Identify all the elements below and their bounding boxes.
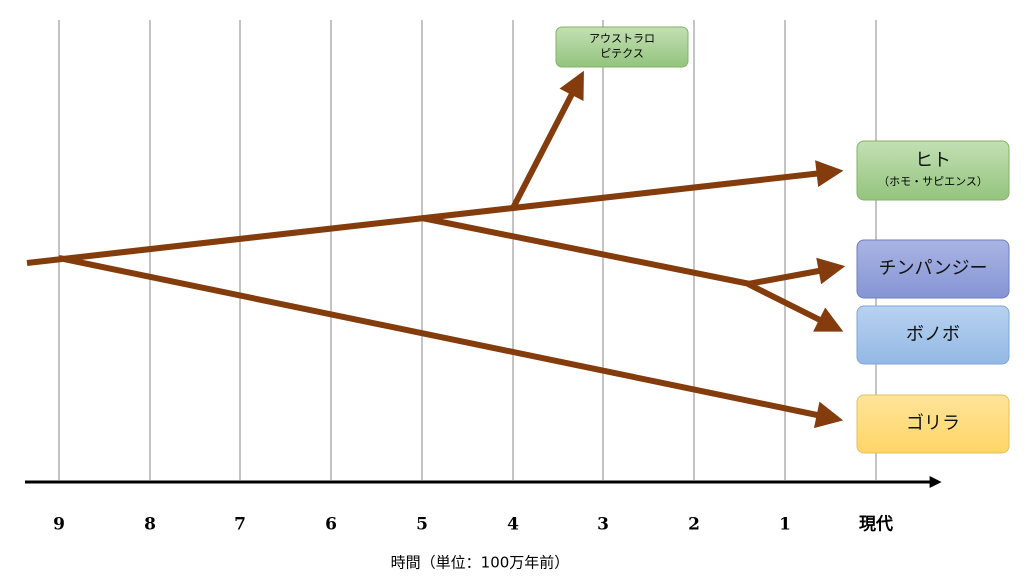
node-label: ピテクス bbox=[600, 47, 644, 60]
tick-label: 現代 bbox=[859, 514, 893, 535]
node-label: ヒト bbox=[915, 150, 951, 171]
node-box bbox=[856, 140, 1010, 201]
node-gorilla: ゴリラ bbox=[856, 394, 1010, 454]
tick-label: 8 bbox=[144, 515, 156, 535]
node-australopithecus: アウストラロ ピテクス bbox=[555, 26, 689, 68]
node-label: アウストラロ bbox=[589, 32, 655, 45]
node-human: ヒト （ホモ・サピエンス） bbox=[856, 140, 1010, 201]
time-grid bbox=[58, 20, 877, 480]
branch-pan bbox=[421, 215, 751, 287]
tick-label: 4 bbox=[507, 515, 519, 535]
node-box bbox=[856, 305, 1010, 365]
tick-label: 1 bbox=[779, 515, 791, 535]
tick-label: 7 bbox=[234, 515, 246, 535]
node-label: チンパンジー bbox=[879, 258, 988, 279]
node-sublabel: （ホモ・サピエンス） bbox=[878, 175, 988, 188]
branch-australopithecus bbox=[510, 70, 584, 210]
tick-label: 6 bbox=[325, 515, 337, 535]
node-box bbox=[555, 26, 689, 68]
node-box bbox=[856, 394, 1010, 454]
tick-label: 3 bbox=[597, 515, 609, 535]
node-box bbox=[856, 239, 1010, 299]
node-bonobo: ボノボ bbox=[856, 305, 1010, 365]
tick-label: 5 bbox=[416, 515, 428, 535]
node-label: ボノボ bbox=[906, 324, 960, 345]
branch-bonobo bbox=[746, 281, 844, 332]
node-chimpanzee: チンパンジー bbox=[856, 239, 1010, 299]
branches bbox=[26, 70, 846, 429]
node-label: ゴリラ bbox=[906, 413, 960, 434]
branch-chimpanzee bbox=[747, 257, 846, 287]
axis-title: 時間（単位：100万年前） bbox=[391, 554, 570, 572]
tick-label: 2 bbox=[688, 515, 700, 535]
branch-gorilla bbox=[58, 255, 844, 429]
tick-label: 9 bbox=[53, 515, 65, 535]
